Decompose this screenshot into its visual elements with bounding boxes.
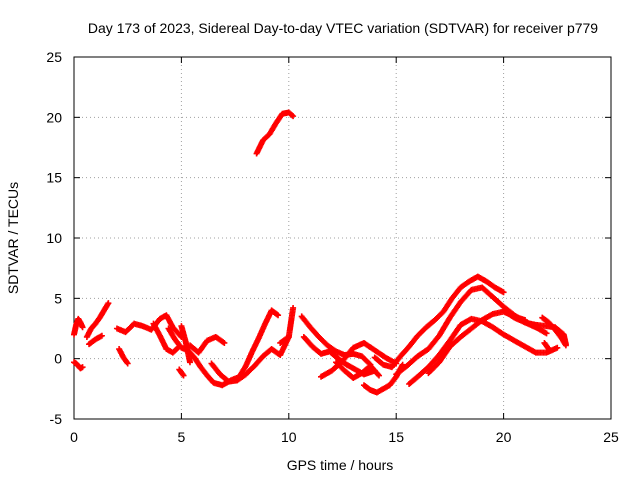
series-track-n	[277, 304, 297, 346]
chart-title: Day 173 of 2023, Sidereal Day-to-day VTE…	[88, 20, 598, 36]
data-points	[71, 109, 569, 396]
series-track-t	[371, 273, 507, 371]
series-track-x	[500, 307, 569, 348]
data-point	[554, 344, 561, 351]
data-point	[79, 324, 86, 331]
series-track-j	[186, 333, 228, 356]
series-track-i	[178, 323, 193, 366]
data-point	[562, 342, 569, 349]
y-tick-label: 0	[54, 351, 62, 367]
series-track-b	[71, 315, 86, 338]
y-tick-label: 5	[54, 290, 62, 306]
series-track-q	[318, 339, 400, 380]
data-point	[290, 304, 297, 311]
data-point	[105, 300, 112, 307]
x-tick-labels: 0 5 10 15 20 25	[70, 429, 619, 445]
data-point	[290, 113, 297, 120]
series-track-g	[150, 320, 183, 356]
data-point	[180, 372, 187, 379]
data-point	[275, 312, 282, 319]
data-point	[376, 372, 383, 379]
tick-marks	[73, 56, 612, 420]
y-tick-label: 10	[46, 230, 62, 246]
x-tick-label: 5	[178, 429, 186, 445]
series-track-r	[333, 359, 383, 381]
x-tick-label: 25	[603, 429, 619, 445]
data-point	[289, 112, 296, 119]
series-track-z	[541, 339, 552, 353]
series-track-y	[539, 314, 569, 349]
series-track-k	[176, 366, 187, 379]
y-tick-label: -5	[50, 411, 63, 427]
series-track-m	[253, 109, 297, 157]
y-tick-label: 20	[46, 109, 62, 125]
y-tick-label: 25	[46, 49, 62, 65]
y-axis-label: SDTVAR / TECUs	[5, 182, 21, 294]
series-track-d	[86, 332, 105, 348]
data-point	[221, 339, 228, 346]
data-point	[375, 371, 382, 378]
series-track-o	[298, 313, 374, 368]
y-tick-label: 15	[46, 170, 62, 186]
series-track-l	[208, 333, 292, 385]
series-track-c	[83, 300, 112, 340]
series-track-a	[71, 359, 86, 372]
data-point	[186, 359, 193, 366]
x-tick-label: 15	[388, 429, 404, 445]
x-axis-label: GPS time / hours	[287, 457, 394, 473]
x-tick-label: 10	[281, 429, 297, 445]
data-point	[500, 289, 507, 296]
grid-lines	[74, 57, 611, 419]
y-tick-labels: -5 0 5 10 15 20 25	[46, 49, 62, 427]
data-point	[273, 311, 280, 318]
series-track-e	[113, 312, 185, 340]
data-point	[98, 332, 105, 339]
data-point	[545, 346, 552, 353]
data-point	[79, 364, 86, 371]
x-tick-label: 0	[70, 429, 78, 445]
data-point	[124, 360, 131, 367]
data-point	[543, 330, 550, 337]
series-track-f	[116, 346, 131, 367]
x-tick-label: 20	[496, 429, 512, 445]
